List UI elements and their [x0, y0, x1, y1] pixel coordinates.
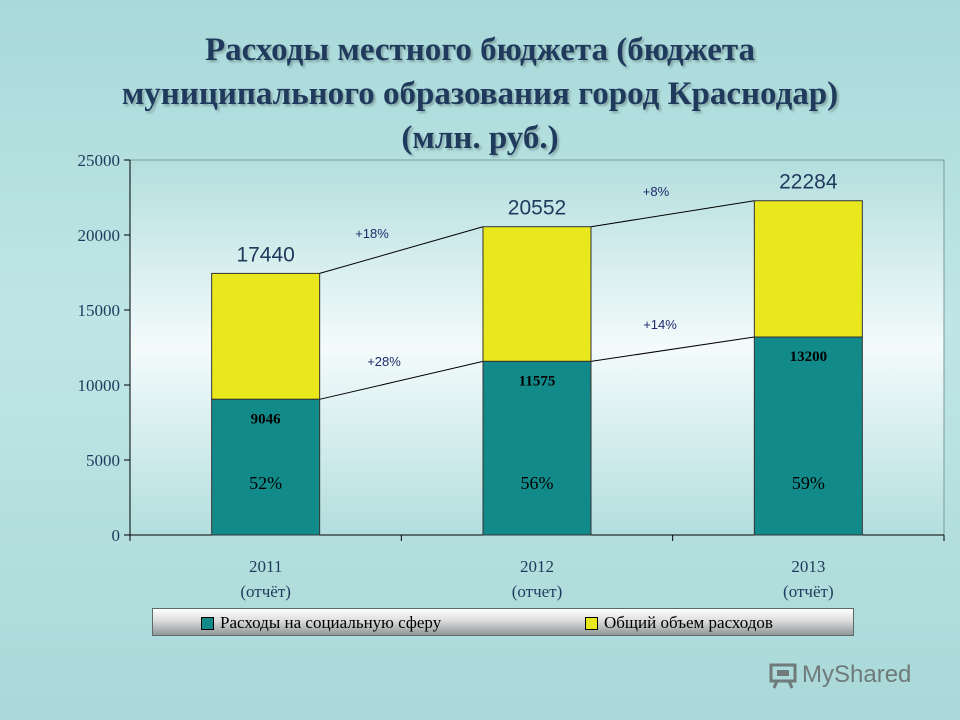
social-value-label: 13200 — [790, 349, 828, 365]
y-tick-label: 20000 — [78, 226, 121, 245]
x-category-sublabel: (отчёт) — [240, 582, 291, 601]
x-category-sublabel: (отчёт) — [783, 582, 834, 601]
social-growth-line — [590, 336, 755, 362]
legend-swatch-social — [201, 616, 214, 630]
total-value-label: 20552 — [508, 197, 566, 220]
total-value-label: 17440 — [236, 243, 294, 266]
x-category-label: 2011 — [249, 557, 282, 576]
page-title: Расходы местного бюджета (бюджета муници… — [0, 28, 960, 160]
watermark: MyShared — [768, 658, 911, 692]
legend-item-total: Общий объем расходов — [585, 613, 773, 633]
legend-label-social: Расходы на социальную сферу — [220, 613, 442, 632]
total-growth-label: +18% — [355, 226, 389, 241]
bar-total-segment — [482, 226, 592, 362]
social-percent-label: 56% — [521, 473, 554, 493]
social-growth-label: +28% — [367, 354, 401, 369]
x-category-label: 2013 — [791, 557, 825, 576]
presentation-icon — [769, 663, 797, 689]
bar-social-segment — [753, 336, 863, 536]
x-category-sublabel: (отчет) — [512, 582, 563, 601]
x-category-label: 2012 — [520, 557, 554, 576]
social-percent-label: 52% — [249, 473, 282, 493]
bar-total-segment — [753, 200, 863, 338]
title-line-2: муниципального образования город Краснод… — [121, 76, 839, 112]
y-tick-label: 0 — [112, 526, 121, 545]
legend-label-total: Общий объем расходов — [604, 613, 773, 632]
total-value-label: 22284 — [779, 171, 838, 194]
total-growth-line — [590, 200, 755, 228]
social-value-label: 9046 — [251, 411, 282, 427]
legend-item-social: Расходы на социальную сферу — [201, 613, 441, 633]
bar-total-segment — [211, 272, 321, 400]
y-tick-label: 5000 — [86, 451, 120, 470]
total-growth-label: +8% — [643, 184, 670, 199]
y-tick-label: 10000 — [78, 376, 121, 395]
title-line-3: (млн. руб.) — [401, 120, 559, 156]
y-tick-label: 25000 — [78, 151, 121, 170]
bar-social-segment — [211, 398, 321, 536]
legend-swatch-total — [585, 616, 598, 630]
y-tick-label: 15000 — [78, 301, 121, 320]
social-value-label: 11575 — [519, 373, 556, 389]
total-growth-line — [319, 226, 484, 274]
social-growth-line — [319, 360, 484, 400]
social-percent-label: 59% — [792, 473, 825, 493]
social-growth-label: +14% — [643, 317, 677, 332]
watermark-text: MyShared — [802, 661, 912, 688]
legend: Расходы на социальную сферу Общий объем … — [152, 608, 854, 636]
bar-social-segment — [482, 360, 592, 536]
title-line-1: Расходы местного бюджета (бюджета — [205, 32, 755, 68]
